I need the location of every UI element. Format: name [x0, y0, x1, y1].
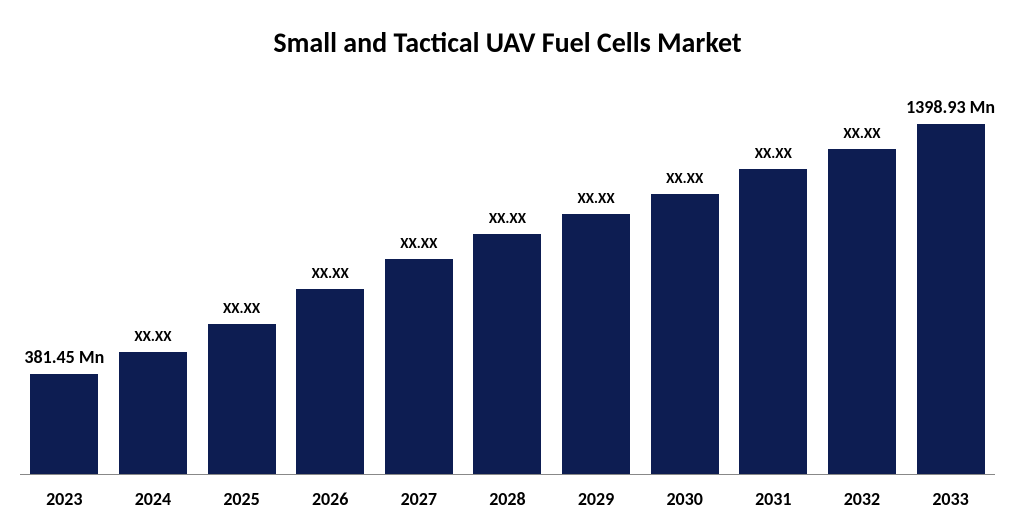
bar-group: XX.XX	[110, 352, 195, 474]
bars-wrapper: 381.45 MnXX.XXXX.XXXX.XXXX.XXXX.XXXX.XXX…	[20, 105, 995, 475]
x-axis-label: 2030	[642, 488, 727, 510]
bar	[651, 194, 719, 474]
x-axis-label: 2028	[465, 488, 550, 510]
bar-value-label: XX.XX	[755, 145, 792, 163]
bar-value-label: XX.XX	[578, 190, 615, 208]
bar	[739, 169, 807, 474]
bar-value-label: XX.XX	[843, 125, 880, 143]
bar	[119, 352, 187, 474]
bar-value-label: XX.XX	[666, 170, 703, 188]
bar	[385, 259, 453, 474]
bar-group: XX.XX	[288, 289, 373, 474]
x-axis-labels: 2023202420252026202720282029203020312032…	[20, 488, 995, 510]
bar-group: XX.XX	[554, 214, 639, 474]
bar-value-label: 1398.93 Mn	[906, 96, 995, 118]
bar-group: XX.XX	[465, 234, 550, 474]
x-axis-label: 2027	[376, 488, 461, 510]
bar-value-label: XX.XX	[134, 328, 171, 346]
bar-value-label: 381.45 Mn	[24, 346, 104, 368]
bar-group: XX.XX	[731, 169, 816, 474]
bar	[828, 149, 896, 474]
bar	[917, 124, 985, 474]
chart-title: Small and Tactical UAV Fuel Cells Market	[0, 0, 1015, 70]
bar-value-label: XX.XX	[489, 210, 526, 228]
bar	[296, 289, 364, 474]
x-axis-label: 2033	[908, 488, 993, 510]
chart-container: Small and Tactical UAV Fuel Cells Market…	[0, 0, 1015, 525]
bar-group: XX.XX	[819, 149, 904, 474]
bar-group: XX.XX	[642, 194, 727, 474]
bar-group: XX.XX	[376, 259, 461, 474]
x-axis-label: 2031	[731, 488, 816, 510]
x-axis-label: 2025	[199, 488, 284, 510]
bar-value-label: XX.XX	[223, 300, 260, 318]
x-axis-label: 2029	[554, 488, 639, 510]
x-axis-label: 2026	[288, 488, 373, 510]
bar	[562, 214, 630, 474]
bar-group: 381.45 Mn	[22, 374, 107, 474]
bar-group: XX.XX	[199, 324, 284, 474]
x-axis-label: 2032	[819, 488, 904, 510]
bar-value-label: XX.XX	[400, 235, 437, 253]
bar-group: 1398.93 Mn	[908, 124, 993, 474]
x-axis-label: 2023	[22, 488, 107, 510]
bar	[30, 374, 98, 474]
bar-value-label: XX.XX	[312, 265, 349, 283]
bar	[208, 324, 276, 474]
bar	[473, 234, 541, 474]
x-axis-label: 2024	[110, 488, 195, 510]
chart-area: 381.45 MnXX.XXXX.XXXX.XXXX.XXXX.XXXX.XXX…	[0, 70, 1015, 525]
